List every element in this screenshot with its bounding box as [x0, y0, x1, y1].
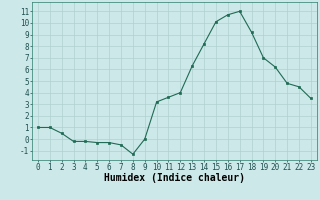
X-axis label: Humidex (Indice chaleur): Humidex (Indice chaleur): [104, 173, 245, 183]
